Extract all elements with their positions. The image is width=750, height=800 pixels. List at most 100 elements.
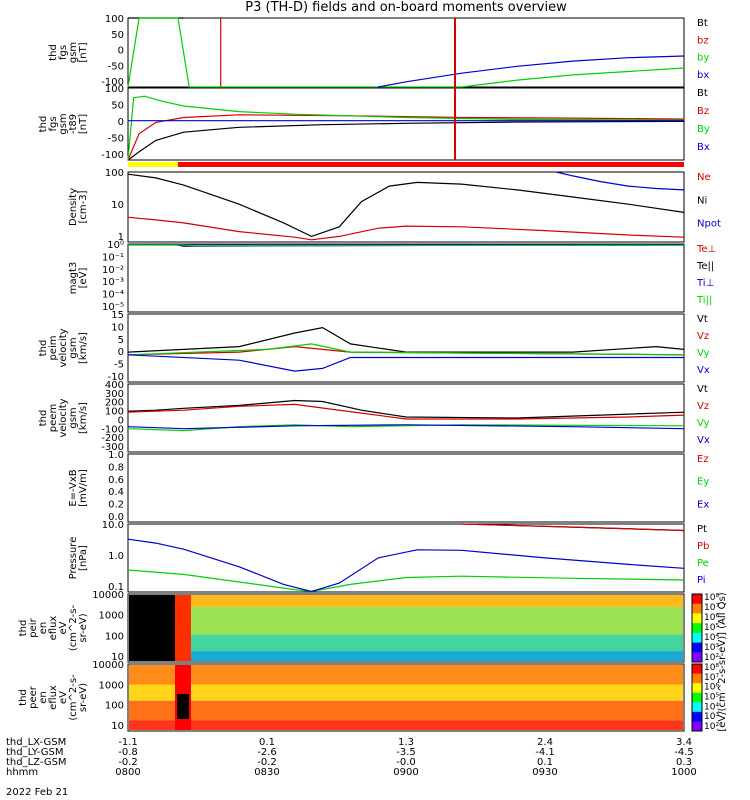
p10-colorbar-tick-2: 10⁶ xyxy=(704,683,719,693)
p5-ytick-1: 10 xyxy=(111,322,124,333)
p4-legend-3: Ti|| xyxy=(696,295,712,306)
p9-band-3 xyxy=(129,651,683,661)
p1-series-bx xyxy=(378,55,685,88)
p3-ylabel-1: [cm-3] xyxy=(78,190,89,223)
p5-series-Vy xyxy=(127,343,685,356)
p4-ytick-4: 10⁻⁴ xyxy=(102,290,124,301)
p6-series-Vy xyxy=(127,424,685,432)
xaxis-row-3-value-1: 0830 xyxy=(254,767,279,778)
p8-ytick-0: 10.0 xyxy=(102,520,124,531)
p2-ytick-2: 0 xyxy=(118,117,124,128)
xaxis-row-2-value-1: -0.2 xyxy=(257,757,277,768)
p9-ylabel-3: eflux xyxy=(48,616,59,641)
p1-frame xyxy=(127,17,685,88)
xaxis-date: 2022 Feb 21 xyxy=(6,787,68,798)
p6-series-Vz xyxy=(127,403,685,420)
p10-ylabel-1: peer xyxy=(28,685,39,709)
p7-ytick-1: 0.8 xyxy=(108,462,124,473)
p9-ylabel-4: eV xyxy=(58,621,69,634)
p8-legend-3: Pi xyxy=(697,575,706,586)
p2-ytick-0: 100 xyxy=(105,84,124,95)
p5-ylabel-4: [km/s] xyxy=(78,332,89,364)
p2-legend-0: Bt xyxy=(697,88,708,99)
xaxis-row-0-value-2: 1.3 xyxy=(398,737,414,748)
p10-ylabel-3: eflux xyxy=(48,685,59,710)
p10-colorbar-tick-1: 10⁷ xyxy=(704,673,719,683)
p2-ylabel-2: gsm xyxy=(58,113,69,134)
p2-ylabel-3: -t89 xyxy=(68,114,79,134)
p10-ytick-1: 1000 xyxy=(99,680,124,691)
p6-ylabel-1: peem xyxy=(48,404,59,432)
p1-legend-1: bz xyxy=(697,35,709,46)
p1-legend-2: by xyxy=(697,53,709,64)
p9-colorbar-seg-5 xyxy=(692,642,702,653)
p6-ytick-4: 0 xyxy=(118,415,124,426)
p1-ytick-2: 0 xyxy=(118,46,124,57)
p9-colorbar-tick-4: 10⁴ xyxy=(704,633,719,643)
xaxis-row-3-value-0: 0800 xyxy=(115,767,140,778)
p8-series-Pi xyxy=(127,538,685,593)
xaxis-row-label-3: hhmm xyxy=(6,767,38,778)
p8-ytick-1: 1.0 xyxy=(108,551,124,562)
p1-ytick-4: -100 xyxy=(101,77,124,88)
mode-bar-red xyxy=(178,162,684,167)
p3-ytick-0: 100 xyxy=(105,168,124,179)
p6-legend-0: Vt xyxy=(697,384,708,395)
p9-colorbar-seg-0 xyxy=(692,594,702,605)
p5-ylabel-0: thd xyxy=(38,340,49,357)
colorbar-label: [eV/(cm^2-s-sr-eV)] (All Qs) xyxy=(717,592,728,731)
p2-series-Bz xyxy=(127,114,685,161)
p10-band-3 xyxy=(129,720,683,730)
xaxis-row-2-value-4: 0.3 xyxy=(676,757,692,768)
p10-colorbar-tick-6: 10² xyxy=(704,722,719,732)
p5-legend-2: Vy xyxy=(697,348,710,359)
xaxis-row-0-value-1: 0.1 xyxy=(259,737,275,748)
p10-ylabel-0: thd xyxy=(18,689,29,706)
p9-colorbar-tick-5: 10³ xyxy=(704,643,719,653)
p2-legend-2: By xyxy=(697,124,710,135)
p9-colorbar-tick-1: 10⁷ xyxy=(704,603,719,613)
p5-series-Vx xyxy=(127,354,684,372)
p7-ytick-4: 0.2 xyxy=(108,500,124,511)
p6-ylabel-3: gsm xyxy=(68,407,79,428)
xaxis-row-0-value-3: 2.4 xyxy=(537,737,553,748)
p1-ylabel-0: thd xyxy=(48,44,59,61)
p2-ytick-1: 50 xyxy=(111,101,124,112)
p9-red-block xyxy=(175,595,191,661)
p3-series-Npot xyxy=(555,171,685,191)
xaxis-row-1-value-1: -2.6 xyxy=(257,747,277,758)
p10-colorbar-tick-3: 10⁵ xyxy=(704,693,719,703)
p10-colorbar-seg-1 xyxy=(692,673,702,684)
p4-ylabel-1: [eV] xyxy=(78,268,89,289)
xaxis-row-3-value-4: 1000 xyxy=(671,767,696,778)
p5-ytick-0: 15 xyxy=(111,310,124,321)
p2-series-By xyxy=(127,95,685,161)
p7-legend-2: Ex xyxy=(697,499,709,510)
p5-ylabel-1: peim xyxy=(48,335,59,360)
p9-colorbar-seg-6 xyxy=(692,652,702,663)
p3-legend-2: Npot xyxy=(697,219,721,230)
p10-colorbar-seg-5 xyxy=(692,711,702,722)
p2-ylabel-4: [nT] xyxy=(78,114,89,134)
p9-band-1 xyxy=(129,606,683,635)
p9-colorbar-frame xyxy=(691,593,703,663)
p10-ylabel-4: eV xyxy=(58,691,69,704)
p3-ytick-1: 10 xyxy=(111,200,124,211)
p3-ylabel-0: Density xyxy=(68,188,79,226)
p1-legend-3: bx xyxy=(697,70,709,81)
p5-ylabel-3: gsm xyxy=(68,337,79,358)
p9-ytick-1: 1000 xyxy=(99,611,124,622)
xaxis-row-1-value-4: -4.5 xyxy=(674,747,694,758)
p7-ytick-2: 0.6 xyxy=(108,475,124,486)
p2-legend-1: Bz xyxy=(697,106,709,117)
p8-series-Pe xyxy=(127,569,685,593)
p5-series-Vt xyxy=(127,326,685,353)
p4-frame xyxy=(127,243,685,313)
p10-colorbar-tick-5: 10³ xyxy=(704,712,719,722)
p9-band-2 xyxy=(129,634,683,652)
p1-legend-0: Bt xyxy=(697,18,708,29)
p5-ytick-4: -5 xyxy=(114,360,124,371)
p6-ytick-2: 200 xyxy=(105,398,124,409)
p4-legend-1: Te|| xyxy=(696,261,714,272)
p6-ytick-5: -100 xyxy=(101,424,124,435)
